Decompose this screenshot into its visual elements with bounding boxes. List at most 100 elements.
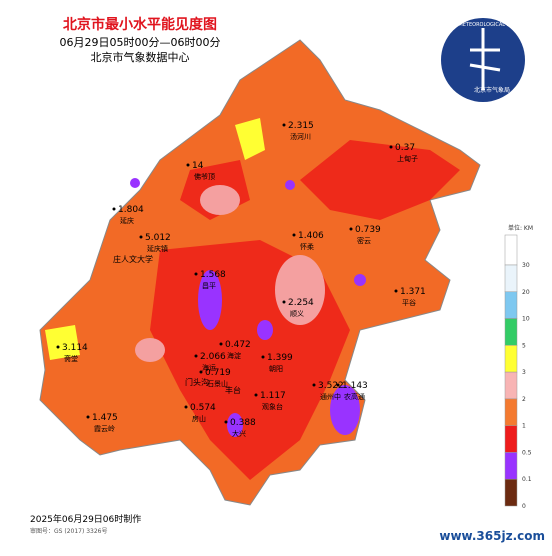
station-value: 0.388 — [230, 418, 256, 428]
purple-zone — [354, 274, 366, 286]
station-value: 1.143 — [342, 381, 368, 391]
station-dot — [194, 272, 198, 276]
station-value: 2.315 — [288, 121, 314, 131]
legend-tick-label: 0.5 — [522, 449, 532, 456]
station-value: 1.406 — [298, 231, 324, 241]
station-value: 3.522 — [318, 381, 344, 391]
station-dot — [261, 355, 265, 359]
title: 北京市最小水平能见度图 — [63, 16, 217, 33]
station-name: 房山 — [192, 414, 206, 423]
station-value: 1.117 — [260, 391, 286, 401]
station-name: 农高通 — [344, 392, 365, 401]
station-value: 0.574 — [190, 403, 216, 413]
station-name: 昌平 — [202, 282, 216, 290]
station-dot — [219, 342, 223, 346]
station-dot — [389, 145, 393, 149]
station-value: 2.066 — [200, 352, 226, 362]
station-name: 朝阳 — [269, 364, 283, 373]
footer-approval: 审图号：GS (2017) 3326号 — [30, 527, 108, 535]
logo-mark — [469, 28, 501, 90]
source: 北京市气象数据中心 — [91, 50, 190, 64]
pink-zone — [135, 338, 165, 362]
legend-swatch — [504, 345, 518, 373]
legend-tick-label: 0 — [522, 503, 526, 510]
station-dot — [56, 345, 60, 349]
place-label: 丰台 — [225, 385, 241, 395]
station-value: 1.475 — [92, 413, 118, 423]
purple-zone — [330, 385, 360, 435]
pink-zone — [200, 185, 240, 215]
legend-tick-label: 20 — [522, 289, 530, 296]
station-value: 1.371 — [400, 287, 426, 297]
watermark: www.365jz.com — [439, 529, 545, 543]
station-value: 5.012 — [145, 233, 171, 243]
station-name: 佛爷顶 — [194, 172, 215, 181]
yellow-zone — [235, 118, 265, 160]
station-value: 1.804 — [118, 205, 144, 215]
station-dot — [199, 370, 203, 374]
station-name: 延庆 — [120, 216, 134, 225]
pink-zone — [275, 255, 325, 325]
legend-tick-label: 5 — [522, 342, 526, 349]
legend-swatch — [504, 318, 518, 346]
purple-zone — [227, 413, 243, 437]
station-dot — [254, 393, 258, 397]
station-name: 平谷 — [402, 298, 416, 307]
station-dot — [184, 405, 188, 409]
station-dot — [139, 235, 143, 239]
station-dot — [86, 415, 90, 419]
legend-tick-label: 10 — [522, 316, 530, 323]
station-name: 怀柔 — [300, 242, 314, 251]
station-name: 大兴 — [232, 429, 246, 438]
station-name: 观象台 — [262, 402, 283, 411]
station-dot — [312, 383, 316, 387]
yellow-zone — [45, 325, 80, 360]
station-name: 通州中 — [320, 392, 341, 401]
purple-zone — [198, 270, 222, 330]
station-dot — [194, 354, 198, 358]
station-name: 汤河川 — [290, 132, 311, 141]
place-label: 庄人文大学 — [113, 254, 153, 264]
station-dot — [336, 383, 340, 387]
legend-swatch — [504, 478, 518, 507]
station-value: 0.472 — [225, 340, 251, 350]
station-value: 1.399 — [267, 353, 293, 363]
legend-swatch — [504, 291, 518, 319]
station-name: 顺义 — [290, 310, 304, 318]
legend-swatch — [504, 452, 518, 480]
station-dot — [224, 420, 228, 424]
legend-swatch — [504, 398, 518, 426]
station-name: 上甸子 — [397, 154, 418, 163]
station-dot — [282, 300, 286, 304]
legend-swatch — [504, 371, 518, 400]
place-label: 门头沟 — [185, 377, 209, 387]
map — [39, 39, 481, 506]
station-value: 2.254 — [288, 298, 314, 308]
legend-unit: 单位: KM — [508, 224, 533, 232]
legend-tick-label: 3 — [522, 369, 526, 376]
logo-text-cn: 北京市气象局 — [474, 86, 510, 94]
station-dot — [349, 227, 353, 231]
station-dot — [186, 163, 190, 167]
station-dot — [112, 207, 116, 211]
station-name: 石景山 — [207, 379, 228, 388]
station-value: 0.739 — [355, 225, 381, 235]
logo-text-en: BEIJING METEOROLOGICAL SERVICE — [438, 22, 528, 28]
station-dot — [292, 233, 296, 237]
station-value: 14 — [192, 161, 204, 171]
station-name: 海淀 — [227, 351, 241, 360]
legend-swatch — [504, 425, 518, 453]
station-value: 0.37 — [395, 143, 415, 153]
footer-made: 2025年06月29日06时制作 — [30, 513, 141, 525]
legend-tick-label: 30 — [522, 262, 530, 269]
station-value: 3.114 — [62, 343, 88, 353]
station-dot — [394, 289, 398, 293]
legend-tick-label: 1 — [522, 423, 526, 430]
station-name: 海运 — [202, 363, 216, 372]
purple-zone — [285, 180, 295, 190]
logo: BEIJING METEOROLOGICAL SERVICE 北京市气象局 — [438, 18, 528, 102]
station-value: 0.719 — [205, 368, 231, 378]
station-name: 斋堂 — [64, 354, 78, 363]
station-value: 1.568 — [200, 270, 226, 280]
